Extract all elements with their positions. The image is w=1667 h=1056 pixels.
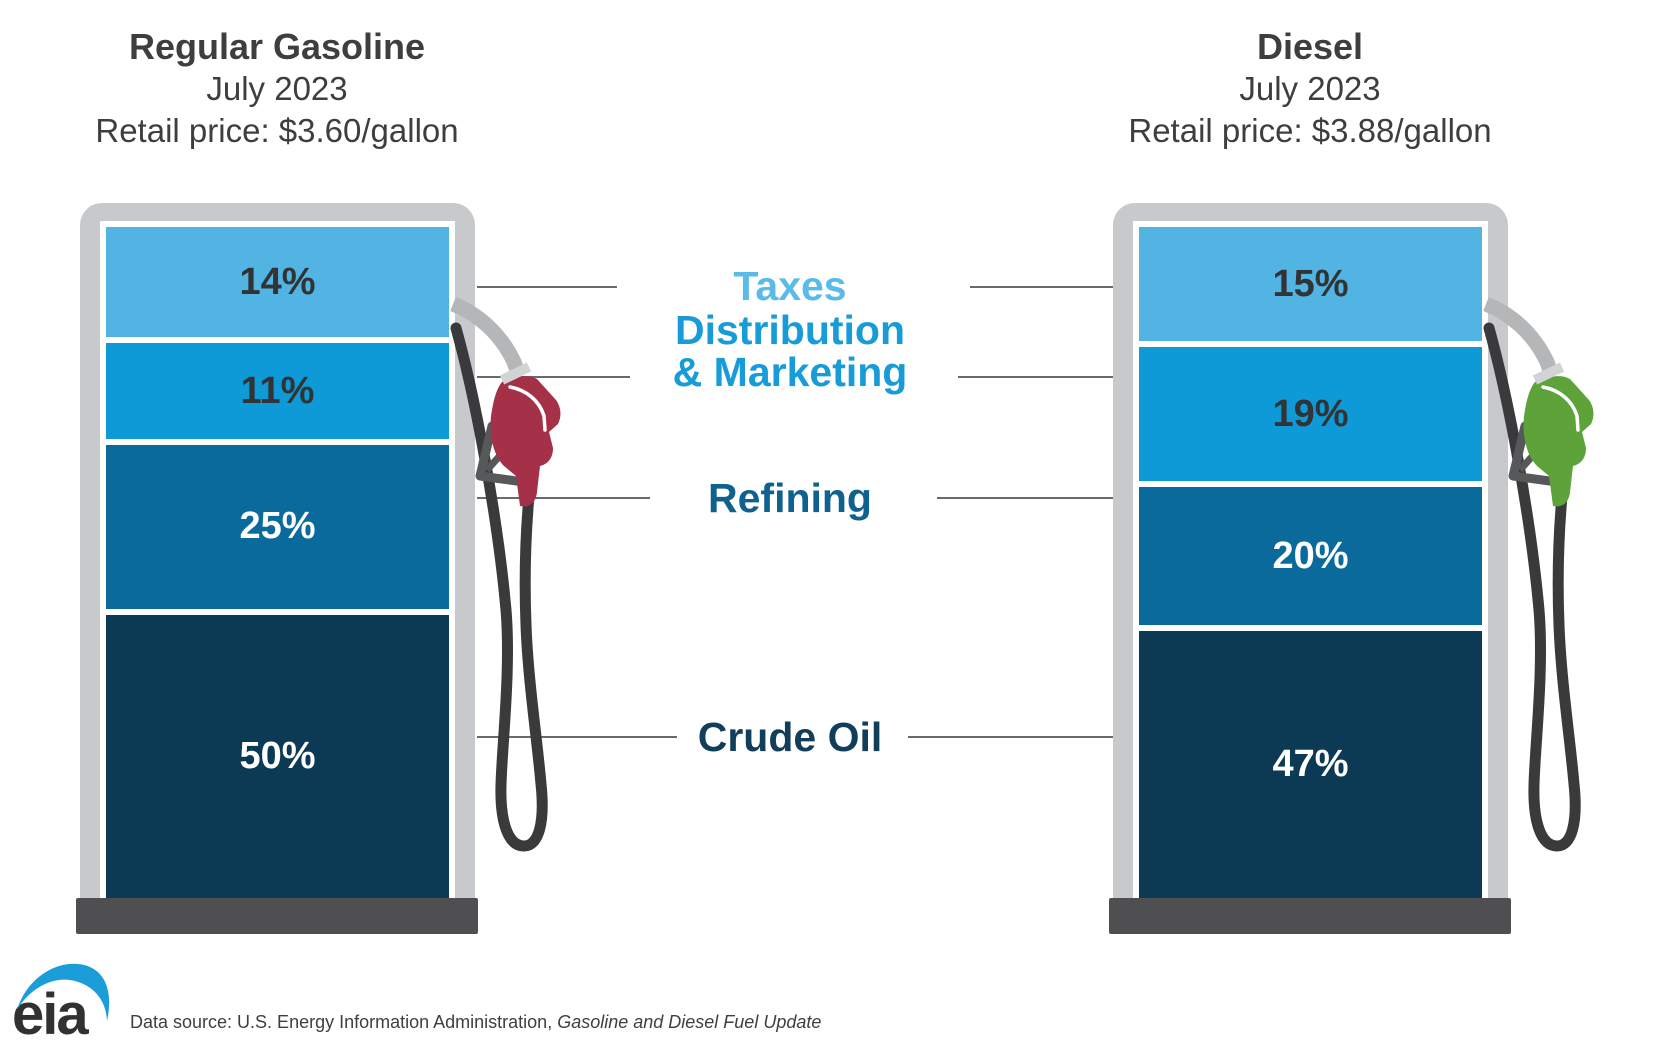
gasoline-spout: [450, 297, 527, 379]
crude-oil-line-right: [908, 736, 1113, 738]
eia-logo-swoosh-icon: [17, 963, 110, 1021]
distribution-line-right: [958, 376, 1113, 378]
diesel-hose: [1483, 322, 1581, 852]
gasoline-segment-refining: 25%: [106, 445, 449, 609]
gasoline-hose: [450, 322, 548, 852]
gasoline-period: July 2023: [206, 70, 348, 107]
diesel-segment-refining: 20%: [1139, 486, 1482, 626]
diesel-retail-price: Retail price: $3.88/gallon: [1128, 112, 1492, 149]
crude-oil-line-left: [477, 736, 677, 738]
gasoline-pump-base: [76, 898, 478, 934]
diesel-nozzle-highlight: [1541, 385, 1580, 432]
gasoline-segment-taxes: 14%: [106, 227, 449, 338]
taxes-line-left: [477, 286, 617, 288]
refining-label: Refining: [708, 475, 872, 521]
refining-line-left: [477, 497, 650, 499]
distribution-marketing-label: Distribution & Marketing: [590, 309, 990, 393]
diesel-segment-distribution: 19%: [1139, 347, 1482, 481]
eia-logo-text: eia: [14, 982, 89, 1040]
distribution-label-line1: Distribution: [674, 307, 906, 353]
gasoline-nozzle-body: [490, 376, 561, 507]
gasoline-title: Regular Gasoline: [128, 26, 426, 67]
data-source-publication: Gasoline and Diesel Fuel Update: [557, 1012, 822, 1032]
diesel-spout-collar: [1532, 362, 1565, 385]
gasoline-nozzle-icon: [450, 297, 561, 852]
gasoline-pump-frame: 14% 11% 25% 50%: [80, 203, 475, 898]
gasoline-spout-collar: [499, 362, 532, 385]
taxes-line-right: [970, 286, 1113, 288]
gasoline-segment-distribution: 11%: [106, 343, 449, 440]
distribution-line-left: [477, 376, 630, 378]
taxes-label: Taxes: [733, 263, 847, 309]
diesel-pump-frame: 15% 19% 20% 47%: [1113, 203, 1508, 898]
diesel-segment-crude-oil: 47%: [1139, 631, 1482, 898]
distribution-label-line2: & Marketing: [672, 349, 908, 395]
gasoline-segment-crude-oil: 50%: [106, 614, 449, 898]
data-source-note: Data source: U.S. Energy Information Adm…: [130, 1010, 821, 1034]
diesel-nozzle-icon: [1483, 297, 1594, 852]
diesel-title-block: Diesel July 2023 Retail price: $3.88/gal…: [1063, 26, 1557, 152]
gasoline-pump-screen: 14% 11% 25% 50%: [100, 221, 455, 898]
diesel-period: July 2023: [1239, 70, 1381, 107]
diesel-pump-screen: 15% 19% 20% 47%: [1133, 221, 1488, 898]
data-source-text: Data source: U.S. Energy Information Adm…: [130, 1012, 558, 1032]
diesel-nozzle-body: [1523, 376, 1594, 507]
diesel-segment-taxes: 15%: [1139, 227, 1482, 342]
gasoline-retail-price: Retail price: $3.60/gallon: [95, 112, 459, 149]
diesel-pump-base: [1109, 898, 1511, 934]
gasoline-title-block: Regular Gasoline July 2023 Retail price:…: [30, 26, 524, 152]
eia-logo: eia: [14, 963, 110, 1040]
diesel-title: Diesel: [1256, 26, 1364, 67]
diesel-spout: [1483, 297, 1560, 379]
gasoline-nozzle-highlight: [508, 385, 547, 432]
crude-oil-label: Crude Oil: [697, 714, 883, 760]
refining-line-right: [937, 497, 1113, 499]
